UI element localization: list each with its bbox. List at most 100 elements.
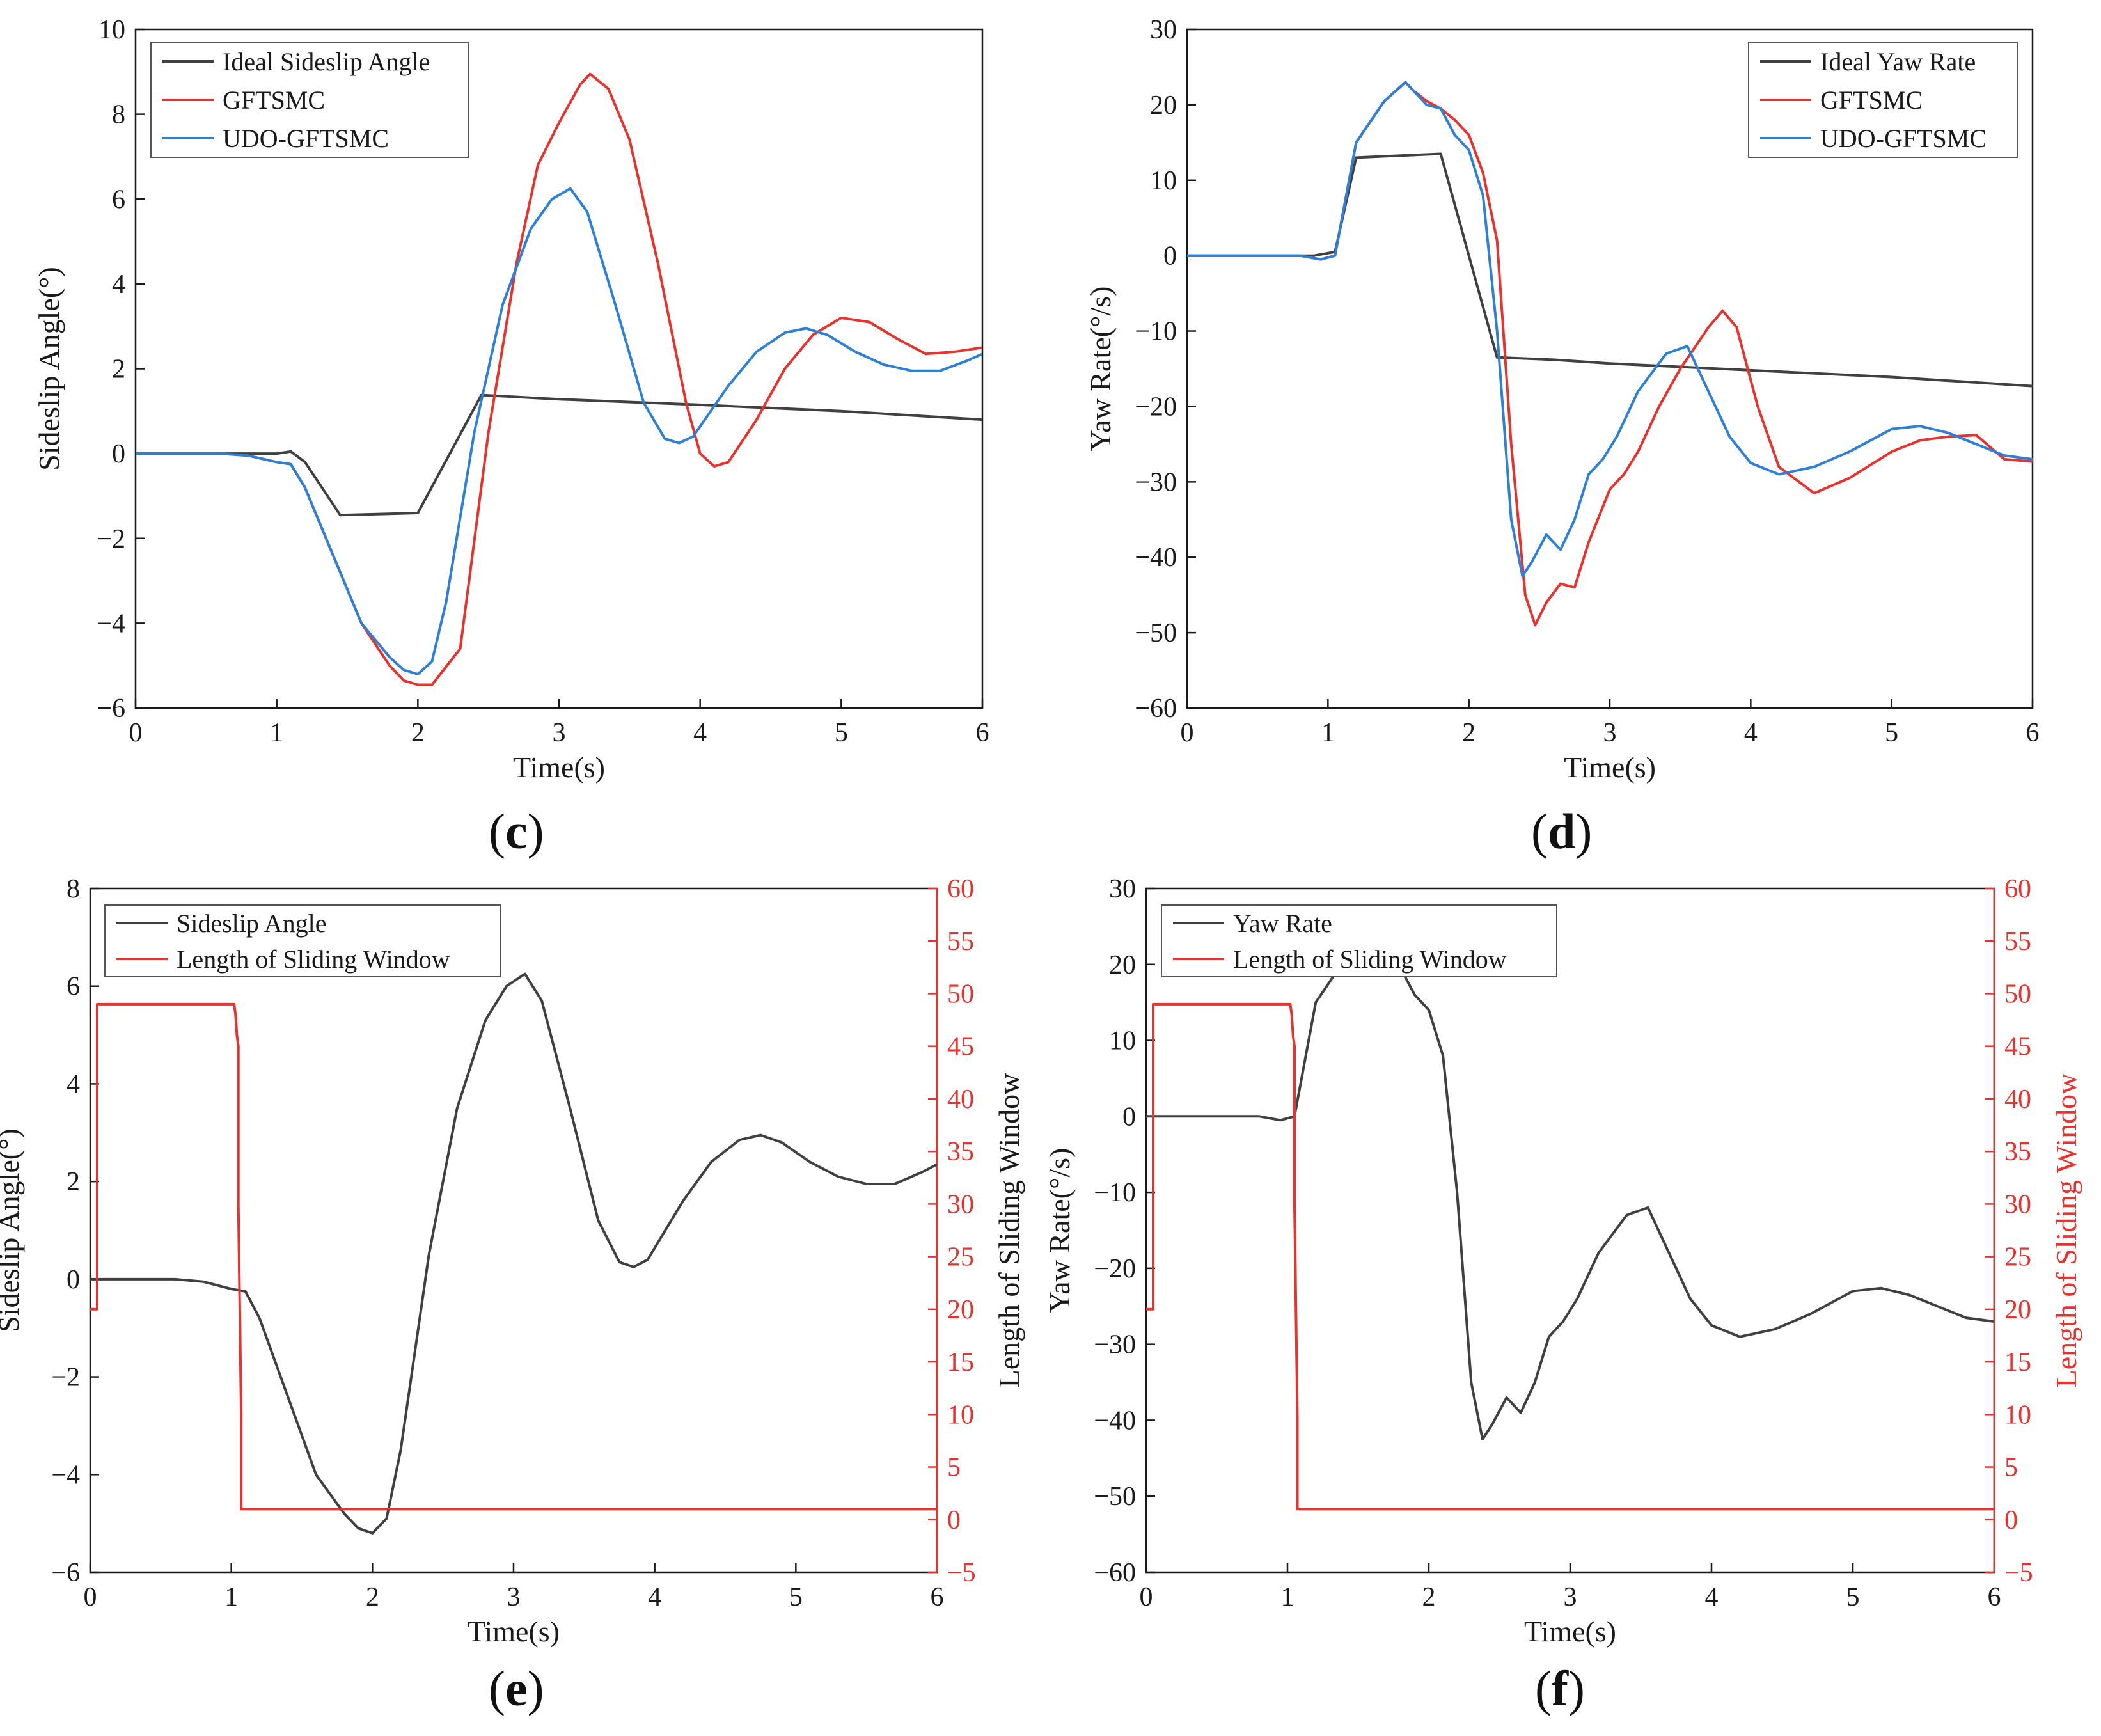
y-tick-label-f: −20 bbox=[1094, 1254, 1136, 1284]
y-tick-label-e: −6 bbox=[51, 1558, 80, 1588]
series-line-c-ideal-sideslip-angle bbox=[136, 393, 982, 517]
series-line-d-gftsmc bbox=[1187, 81, 2033, 627]
y-tick-label-f: 0 bbox=[1122, 1102, 1136, 1132]
y-right-tick-label-e: 15 bbox=[947, 1348, 974, 1377]
y-right-tick-label-f: 30 bbox=[2004, 1190, 2031, 1219]
x-axis-title-c: Time(s) bbox=[513, 751, 605, 784]
x-tick-label-f: 0 bbox=[1140, 1582, 1153, 1612]
y-right-tick-label-e: 20 bbox=[947, 1295, 974, 1325]
series-line-d-udo-gftsmc bbox=[1187, 81, 2033, 578]
y-tick-label-e: 2 bbox=[67, 1167, 80, 1197]
chart-f: 0 1 2 3 4 5 6−60−50−40−30−20−100102030−5051015… bbox=[1043, 874, 2082, 1648]
x-tick-label-c: 5 bbox=[835, 718, 848, 748]
x-tick-label-d: 6 bbox=[2026, 718, 2040, 748]
y-tick-label-e: 8 bbox=[67, 874, 80, 904]
x-tick-label-d: 5 bbox=[1885, 718, 1898, 748]
legend-box-f bbox=[1161, 904, 1557, 977]
x-tick-label-d: 2 bbox=[1462, 718, 1475, 748]
y-tick-label-c: 8 bbox=[112, 100, 125, 130]
x-tick-label-c: 2 bbox=[411, 718, 425, 748]
y-tick-label-e: 0 bbox=[67, 1265, 80, 1295]
y-right-tick-label-e: 60 bbox=[947, 874, 974, 904]
y-axis-title-e: Sideslip Angle(°) bbox=[0, 1128, 25, 1332]
y-right-tick-label-f: 45 bbox=[2004, 1032, 2031, 1062]
y-right-tick-label-e: −5 bbox=[947, 1558, 976, 1588]
plot-frame-e bbox=[89, 887, 938, 1574]
y-tick-label-d: −20 bbox=[1135, 392, 1177, 422]
series-group-c bbox=[136, 72, 982, 686]
y-right-tick-label-e: 30 bbox=[947, 1190, 974, 1219]
series-line-c-gftsmc bbox=[136, 72, 982, 686]
y-right-axis-title-e: Length of Sliding Window bbox=[993, 1073, 1025, 1388]
y-right-axis-title-f: Length of Sliding Window bbox=[2050, 1073, 2082, 1388]
y-tick-label-e: −4 bbox=[51, 1460, 80, 1490]
x-tick-label-f: 3 bbox=[1564, 1582, 1577, 1612]
series-group-e bbox=[90, 972, 937, 1535]
x-tick-label-f: 6 bbox=[1988, 1582, 2001, 1612]
legend-label-d-0: Ideal Yaw Rate bbox=[1820, 47, 1976, 76]
y-tick-label-f: −40 bbox=[1094, 1406, 1136, 1435]
x-tick-label-f: 4 bbox=[1705, 1582, 1719, 1612]
y-tick-label-e: −2 bbox=[51, 1363, 80, 1393]
legend-e: Sideslip Angle Length of Sliding Window bbox=[104, 904, 501, 977]
series-line-f-length-of-sliding-window bbox=[1146, 1002, 1994, 1511]
x-tick-label-c: 1 bbox=[270, 718, 283, 748]
y-tick-label-d: −50 bbox=[1135, 619, 1177, 648]
series-group-f bbox=[1146, 940, 1994, 1511]
y-right-tick-label-f: 50 bbox=[2004, 979, 2031, 1009]
y-tick-label-c: 0 bbox=[112, 439, 125, 469]
y-right-tick-label-f: 40 bbox=[2004, 1085, 2031, 1114]
y-right-tick-label-f: 15 bbox=[2004, 1348, 2031, 1377]
legend-label-f-1: Length of Sliding Window bbox=[1233, 945, 1507, 974]
legend-label-c-0: Ideal Sideslip Angle bbox=[223, 47, 430, 76]
panel-label-f: (f) bbox=[1535, 1661, 1585, 1716]
y-tick-label-e: 6 bbox=[67, 972, 80, 1002]
x-axis-title-e: Time(s) bbox=[468, 1615, 560, 1648]
y-right-tick-label-f: 5 bbox=[2004, 1453, 2018, 1483]
y-right-tick-label-e: 55 bbox=[947, 927, 974, 956]
y-tick-label-d: 10 bbox=[1150, 166, 1177, 196]
x-tick-label-d: 4 bbox=[1744, 718, 1758, 748]
y-right-tick-label-f: 10 bbox=[2004, 1400, 2031, 1430]
x-tick-label-c: 0 bbox=[129, 718, 143, 748]
y-tick-label-d: −10 bbox=[1135, 317, 1177, 347]
y-right-tick-label-e: 40 bbox=[947, 1085, 974, 1114]
series-group-d bbox=[1187, 81, 2033, 627]
y-tick-label-c: −4 bbox=[97, 609, 125, 638]
y-tick-label-d: 30 bbox=[1150, 15, 1177, 45]
series-line-e-length-of-sliding-window bbox=[90, 1002, 937, 1511]
x-tick-label-f: 2 bbox=[1422, 1582, 1436, 1612]
x-tick-label-c: 6 bbox=[976, 718, 989, 748]
legend-label-d-1: GFTSMC bbox=[1820, 86, 1923, 114]
y-right-tick-label-e: 10 bbox=[947, 1400, 974, 1430]
y-right-tick-label-f: 20 bbox=[2004, 1295, 2031, 1325]
legend-c: Ideal Sideslip Angle GFTSMC UDO-GFTSMC bbox=[150, 42, 469, 158]
series-line-d-ideal-yaw-rate bbox=[1187, 152, 2033, 388]
chart-d: 0 1 2 3 4 5 6 −60 −50 −40 −30 −20 −10 0 10 20 30 Time(s) Y… bbox=[1084, 15, 2040, 784]
y-right-tick-label-e: 50 bbox=[947, 979, 974, 1009]
legend-d: Ideal Yaw Rate GFTSMC UDO-GFTSMC bbox=[1748, 42, 2018, 158]
x-tick-label-e: 5 bbox=[789, 1582, 803, 1612]
y-right-tick-label-e: 45 bbox=[947, 1032, 974, 1062]
y-tick-label-f: 30 bbox=[1109, 874, 1136, 904]
legend-label-f-0: Yaw Rate bbox=[1233, 909, 1332, 938]
y-tick-label-c: −6 bbox=[97, 694, 125, 723]
x-tick-label-e: 4 bbox=[648, 1582, 661, 1612]
y-tick-label-d: 20 bbox=[1150, 91, 1177, 120]
y-axis-title-c: Sideslip Angle(°) bbox=[33, 267, 65, 471]
panel-label-e: (e) bbox=[489, 1661, 544, 1716]
series-line-f-yaw-rate bbox=[1146, 940, 1994, 1441]
y-tick-label-c: −2 bbox=[97, 525, 125, 554]
y-tick-label-f: 20 bbox=[1109, 951, 1136, 980]
y-right-tick-label-f: 0 bbox=[2004, 1506, 2018, 1535]
x-axis-title-f: Time(s) bbox=[1524, 1615, 1616, 1648]
x-tick-label-e: 1 bbox=[224, 1582, 238, 1612]
y-tick-label-d: −30 bbox=[1135, 468, 1177, 497]
y-tick-label-c: 10 bbox=[98, 15, 125, 45]
y-tick-label-c: 6 bbox=[112, 185, 125, 214]
y-tick-label-d: −40 bbox=[1135, 543, 1177, 572]
series-line-c-udo-gftsmc bbox=[136, 187, 982, 675]
y-axis-title-d: Yaw Rate(°/s) bbox=[1084, 287, 1117, 452]
